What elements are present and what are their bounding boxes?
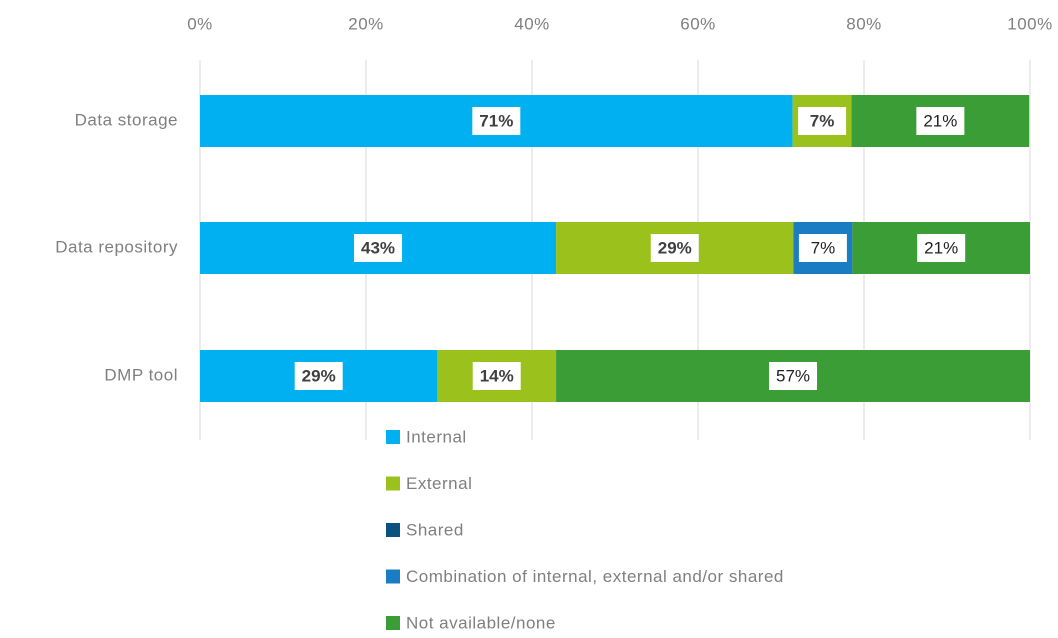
x-tick-label: 0% xyxy=(187,14,213,33)
legend-swatch xyxy=(386,569,400,584)
label-box xyxy=(769,362,818,390)
legend-swatch xyxy=(386,523,400,537)
label-box xyxy=(916,107,965,135)
legend-label: External xyxy=(406,474,472,493)
legend-swatch xyxy=(386,430,400,444)
data-label: 29% xyxy=(302,366,336,385)
label-box xyxy=(917,234,966,262)
data-label: 71% xyxy=(479,111,513,130)
data-label: 43% xyxy=(361,238,395,257)
x-tick-label: 80% xyxy=(846,14,882,33)
legend-label: Combination of internal, external and/or… xyxy=(406,567,784,586)
data-label: 21% xyxy=(923,111,957,130)
label-box xyxy=(798,234,847,262)
label-box xyxy=(472,362,521,390)
legend-swatch xyxy=(386,476,400,491)
x-tick-label: 20% xyxy=(348,14,384,33)
legend-label: Not available/none xyxy=(406,613,556,632)
label-box xyxy=(354,234,403,262)
legend-label: Shared xyxy=(406,520,464,539)
y-tick-label: Data storage xyxy=(75,110,178,129)
data-label: 29% xyxy=(658,238,692,257)
data-label: 57% xyxy=(776,366,810,385)
label-box xyxy=(650,234,699,262)
data-label: 14% xyxy=(480,366,514,385)
label-box xyxy=(472,107,521,135)
y-tick-label: Data repository xyxy=(55,237,178,256)
label-box xyxy=(294,362,343,390)
data-label: 7% xyxy=(811,238,836,257)
label-box xyxy=(798,107,847,135)
data-label: 7% xyxy=(810,111,835,130)
data-label: 21% xyxy=(924,238,958,257)
x-tick-label: 100% xyxy=(1007,14,1052,33)
legend-label: Internal xyxy=(406,427,467,446)
x-tick-label: 60% xyxy=(680,14,716,33)
x-tick-label: 40% xyxy=(514,14,550,33)
y-tick-label: DMP tool xyxy=(104,365,178,384)
legend-swatch xyxy=(386,616,400,630)
